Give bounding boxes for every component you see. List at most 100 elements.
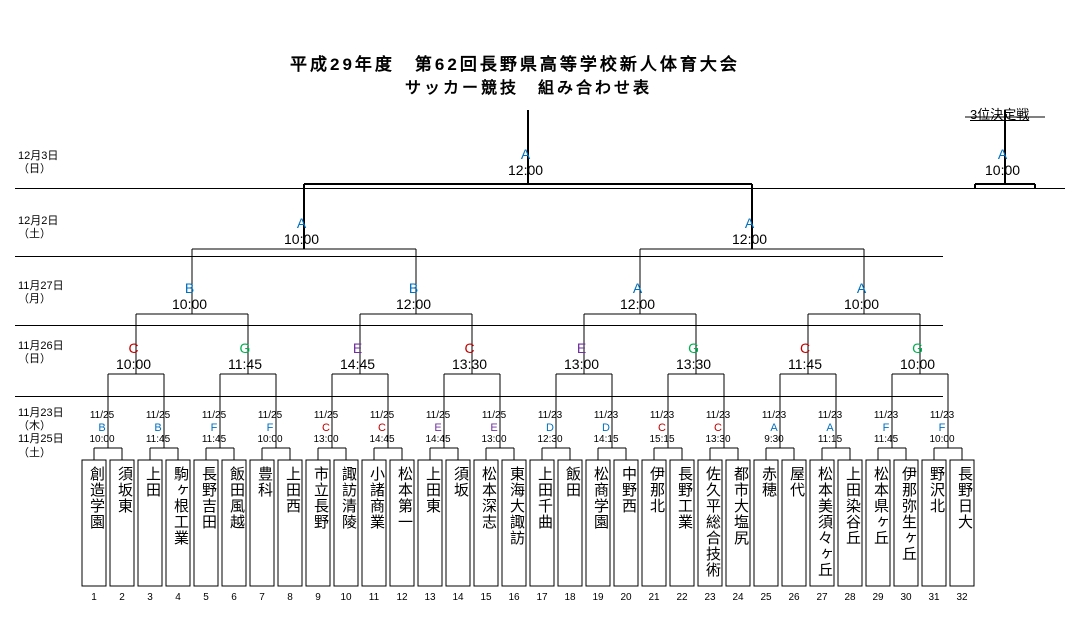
team-number: 12 <box>388 592 416 603</box>
date-label: 11月23日（木）11月25日（土） <box>18 407 64 460</box>
match-node: 11/23F10:00 <box>928 410 956 446</box>
match-node: B10:00 <box>172 280 207 312</box>
team-name: 佐久平総合技術 <box>702 466 723 582</box>
row-divider <box>15 325 943 326</box>
date-label: 12月2日（土） <box>18 215 58 241</box>
team-number: 30 <box>892 592 920 603</box>
team-name: 上田西 <box>282 466 303 582</box>
match-node: 11/25F11:45 <box>200 410 228 446</box>
team-number: 29 <box>864 592 892 603</box>
team-number: 8 <box>276 592 304 603</box>
row-divider <box>15 188 1065 189</box>
match-node: C11:45 <box>788 340 822 372</box>
team-number: 31 <box>920 592 948 603</box>
team-number: 10 <box>332 592 360 603</box>
team-name: 野沢北 <box>926 466 947 582</box>
team-name: 上田千曲 <box>534 466 555 582</box>
match-node: 11/25E13:00 <box>480 410 508 446</box>
team-name: 松本深志 <box>478 466 499 582</box>
team-number: 11 <box>360 592 388 603</box>
team-name: 長野吉田 <box>198 466 219 582</box>
team-number: 13 <box>416 592 444 603</box>
team-number: 4 <box>164 592 192 603</box>
team-name: 伊那弥生ヶ丘 <box>898 466 919 582</box>
match-node: 11/23D14:15 <box>592 410 620 446</box>
team-number: 18 <box>556 592 584 603</box>
team-name: 松本美須々ヶ丘 <box>814 466 835 582</box>
team-name: 創造学園 <box>86 466 107 582</box>
match-node: 11/25C14:45 <box>368 410 396 446</box>
team-number: 5 <box>192 592 220 603</box>
match-node: 11/23F11:45 <box>872 410 900 446</box>
team-name: 長野日大 <box>954 466 975 582</box>
team-number: 16 <box>500 592 528 603</box>
team-name: 諏訪清陵 <box>338 466 359 582</box>
team-number: 6 <box>220 592 248 603</box>
team-number: 2 <box>108 592 136 603</box>
match-node: 11/25E14:45 <box>424 410 452 446</box>
team-number: 27 <box>808 592 836 603</box>
match-node: G10:00 <box>900 340 935 372</box>
match-node: A12:00 <box>732 215 767 247</box>
team-name: 松商学園 <box>590 466 611 582</box>
match-node: 11/25B11:45 <box>144 410 172 446</box>
match-node: C10:00 <box>116 340 151 372</box>
team-name: 屋代 <box>786 466 807 582</box>
team-number: 9 <box>304 592 332 603</box>
team-name: 中野西 <box>618 466 639 582</box>
team-number: 23 <box>696 592 724 603</box>
team-number: 15 <box>472 592 500 603</box>
date-label: 11月27日（月） <box>18 280 64 306</box>
team-name: 松本第一 <box>394 466 415 582</box>
match-node: 11/25B10:00 <box>88 410 116 446</box>
match-node: E14:45 <box>340 340 375 372</box>
team-name: 駒ヶ根工業 <box>170 466 191 582</box>
team-number: 22 <box>668 592 696 603</box>
team-name: 小諸商業 <box>366 466 387 582</box>
match-node: B12:00 <box>396 280 431 312</box>
team-name: 都市大塩尻 <box>730 466 751 582</box>
team-number: 21 <box>640 592 668 603</box>
team-name: 飯田 <box>562 466 583 582</box>
match-node: A10:00 <box>844 280 879 312</box>
match-node: 11/23C15:15 <box>648 410 676 446</box>
match-node: 11/23D12:30 <box>536 410 564 446</box>
date-label: 12月3日（日） <box>18 150 58 176</box>
row-divider <box>15 396 943 397</box>
match-node: 11/23C13:30 <box>704 410 732 446</box>
team-name: 上田 <box>142 466 163 582</box>
team-number: 7 <box>248 592 276 603</box>
match-node: C13:30 <box>452 340 487 372</box>
match-node: 11/23A9:30 <box>760 410 788 446</box>
match-node: A10:00 <box>985 146 1020 178</box>
team-name: 須坂 <box>450 466 471 582</box>
team-number: 26 <box>780 592 808 603</box>
team-number: 24 <box>724 592 752 603</box>
team-name: 東海大諏訪 <box>506 466 527 582</box>
match-node: G13:30 <box>676 340 711 372</box>
team-name: 豊科 <box>254 466 275 582</box>
team-name: 上田染谷丘 <box>842 466 863 582</box>
team-name: 長野工業 <box>674 466 695 582</box>
team-number: 25 <box>752 592 780 603</box>
team-name: 飯田風越 <box>226 466 247 582</box>
team-name: 赤穂 <box>758 466 779 582</box>
team-number: 17 <box>528 592 556 603</box>
team-number: 20 <box>612 592 640 603</box>
match-node: 11/25F10:00 <box>256 410 284 446</box>
team-number: 32 <box>948 592 976 603</box>
match-node: 11/23A11:15 <box>816 410 844 446</box>
team-number: 14 <box>444 592 472 603</box>
match-node: A12:00 <box>620 280 655 312</box>
team-name: 上田東 <box>422 466 443 582</box>
match-node: A12:00 <box>508 146 543 178</box>
match-node: 11/25C13:00 <box>312 410 340 446</box>
match-node: G11:45 <box>228 340 262 372</box>
match-node: A10:00 <box>284 215 319 247</box>
team-number: 19 <box>584 592 612 603</box>
team-number: 3 <box>136 592 164 603</box>
team-number: 28 <box>836 592 864 603</box>
team-number: 1 <box>80 592 108 603</box>
team-name: 市立長野 <box>310 466 331 582</box>
team-name: 須坂東 <box>114 466 135 582</box>
